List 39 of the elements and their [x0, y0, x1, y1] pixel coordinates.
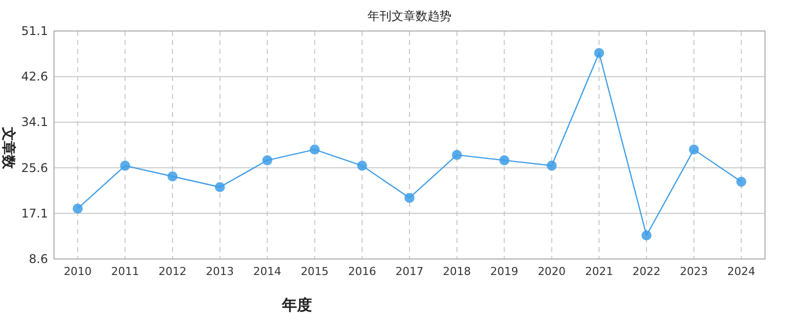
- x-tick-label: 2014: [253, 265, 282, 278]
- point: [594, 48, 604, 58]
- y-tick-label: 34.1: [21, 115, 48, 130]
- y-tick-label: 8.6: [28, 252, 48, 266]
- x-tick-label: 2023: [680, 265, 708, 278]
- x-tick-label: 2015: [300, 265, 329, 278]
- y-tick-label: 42.6: [21, 70, 48, 84]
- y-tick-label: 51.1: [21, 24, 48, 38]
- point: [72, 204, 83, 214]
- y-tick-label: 17.1: [21, 206, 48, 220]
- point: [214, 182, 225, 192]
- point: [499, 155, 510, 166]
- point: [168, 171, 178, 182]
- x-tick-label: 2020: [538, 265, 566, 278]
- x-tick-label: 2016: [348, 265, 376, 278]
- x-tick-label: 2022: [632, 265, 660, 278]
- x-tick-label: 2024: [727, 265, 756, 278]
- chart-title: 年刊文章数趋势: [368, 9, 452, 23]
- x-tick-label: 2019: [490, 265, 518, 278]
- x-tick-label: 2011: [111, 265, 140, 278]
- y-axis-title: 文章数: [0, 126, 17, 170]
- point: [262, 155, 272, 166]
- point: [404, 192, 414, 203]
- x-tick-label: 2018: [442, 265, 471, 278]
- x-tick-label: 2012: [158, 265, 186, 278]
- x-tick-label: 2017: [396, 265, 424, 278]
- x-tick-label: 2013: [206, 265, 234, 278]
- point: [546, 160, 557, 171]
- x-tick-label: 2021: [585, 265, 614, 278]
- point: [357, 160, 368, 171]
- point: [310, 144, 320, 155]
- x-axis-title: 年度: [281, 296, 312, 314]
- y-tick-label: 25.6: [21, 160, 48, 175]
- point: [688, 144, 699, 155]
- point: [120, 160, 130, 171]
- point: [642, 230, 652, 240]
- point: [736, 176, 746, 187]
- point: [452, 150, 462, 160]
- x-tick-label: 2010: [64, 265, 92, 278]
